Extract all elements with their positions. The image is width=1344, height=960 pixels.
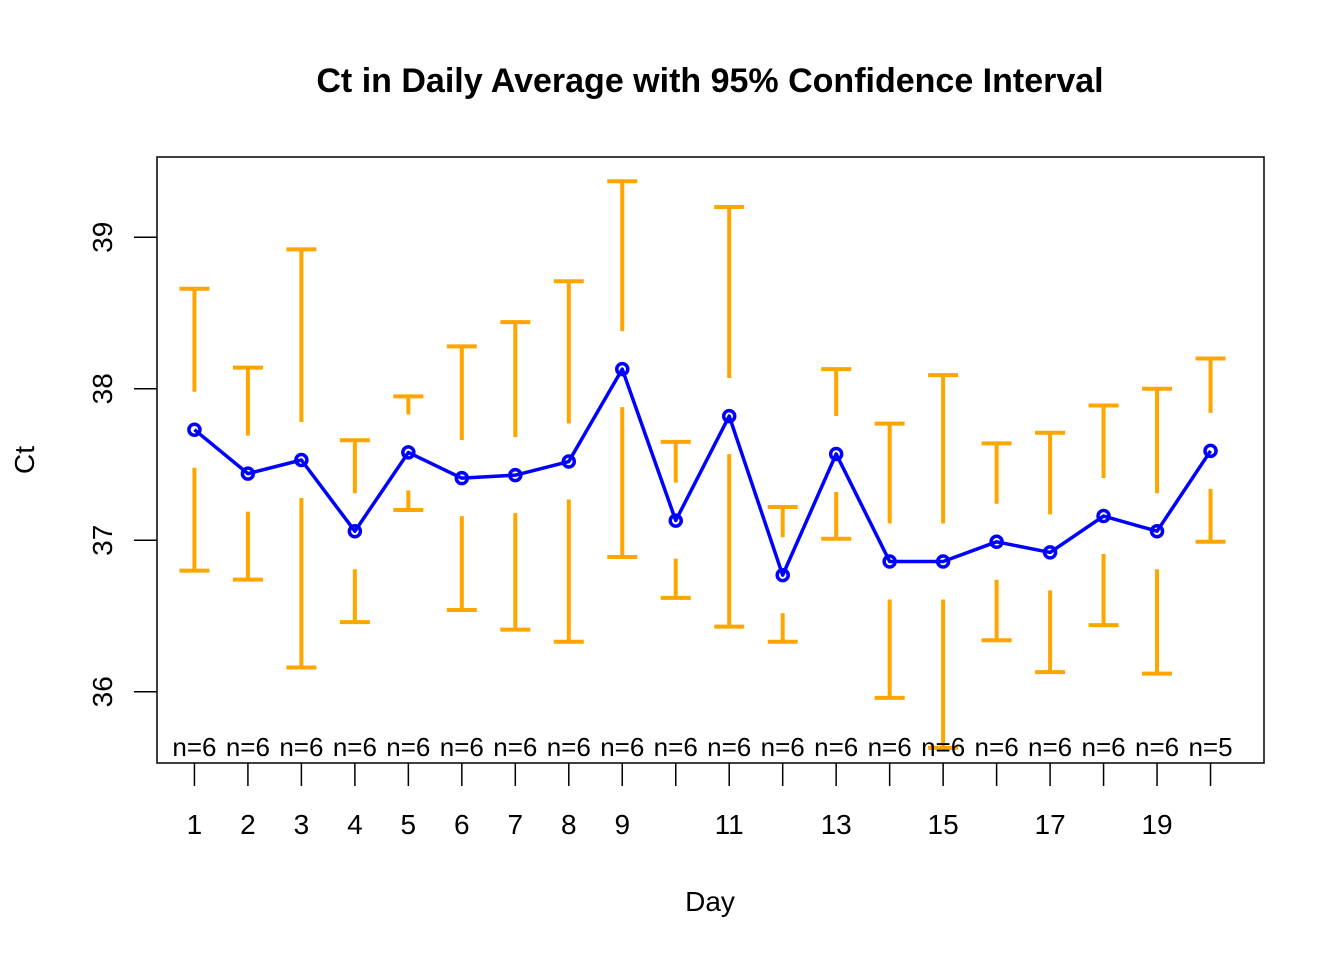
data-point bbox=[187, 422, 202, 437]
data-point bbox=[828, 446, 844, 462]
y-axis: 36 37 38 39 bbox=[87, 222, 157, 707]
data-point bbox=[347, 523, 363, 539]
n-label: n=6 bbox=[1028, 732, 1072, 762]
n-label: n=6 bbox=[1082, 732, 1126, 762]
data-point bbox=[935, 554, 951, 569]
x-tick-label: 17 bbox=[1035, 809, 1066, 840]
data-point bbox=[989, 534, 1004, 550]
data-point bbox=[294, 452, 309, 468]
plot-frame bbox=[156, 156, 1265, 764]
n-label: n=6 bbox=[1135, 732, 1179, 762]
n-label: n=6 bbox=[172, 732, 216, 762]
n-label: n=6 bbox=[868, 732, 912, 762]
n-label: n=6 bbox=[493, 732, 537, 762]
error-bar bbox=[286, 247, 317, 670]
error-bar bbox=[874, 421, 905, 700]
data-point bbox=[561, 454, 577, 469]
x-tick-label: 11 bbox=[715, 809, 744, 840]
data-point bbox=[508, 467, 523, 483]
x-tick-label: 6 bbox=[454, 809, 470, 840]
error-bar bbox=[232, 365, 263, 582]
n-label: n=6 bbox=[386, 732, 430, 762]
n-label: n=6 bbox=[707, 732, 751, 762]
series-line bbox=[187, 361, 1218, 583]
data-point bbox=[1149, 523, 1165, 539]
data-point bbox=[1203, 443, 1218, 459]
x-tick-label: 1 bbox=[187, 809, 203, 840]
n-labels: n=6 n=6 n=6 n=6 n=6 n=6 n=6 n=6 n=6 n=6 n=6 n=6 n=6 n… bbox=[172, 732, 1232, 762]
error-bar bbox=[500, 320, 531, 632]
x-axis-label: Day bbox=[685, 886, 735, 917]
x-tick-label: 4 bbox=[347, 809, 363, 840]
error-bar bbox=[446, 344, 477, 612]
error-bar bbox=[393, 394, 424, 512]
x-tick-label: 8 bbox=[561, 809, 577, 840]
y-tick-label: 37 bbox=[87, 525, 118, 556]
data-point bbox=[668, 513, 683, 528]
x-tick-label: 7 bbox=[508, 809, 524, 840]
y-tick-label: 38 bbox=[87, 373, 118, 404]
n-label: n=6 bbox=[600, 732, 644, 762]
x-tick-label: 3 bbox=[294, 809, 310, 840]
data-point bbox=[401, 445, 416, 460]
error-bar bbox=[1035, 430, 1066, 675]
chart-title: Ct in Daily Average with 95% Confidence … bbox=[316, 62, 1103, 100]
n-label: n=6 bbox=[226, 732, 270, 762]
error-bar bbox=[339, 438, 370, 625]
error-bar bbox=[553, 279, 584, 644]
x-tick-label: 9 bbox=[614, 809, 630, 840]
error-bar bbox=[660, 439, 691, 600]
error-bar bbox=[1088, 403, 1119, 628]
n-label: n=6 bbox=[333, 732, 377, 762]
error-bar bbox=[714, 204, 745, 629]
x-tick-label: 13 bbox=[821, 809, 852, 840]
error-bar bbox=[1195, 356, 1226, 544]
n-label: n=6 bbox=[814, 732, 858, 762]
n-label: n=6 bbox=[921, 732, 965, 762]
error-bar bbox=[928, 373, 959, 750]
x-axis: 1 2 3 4 5 6 7 8 9 11 13 15 17 19 bbox=[187, 763, 1212, 840]
error-bar bbox=[981, 441, 1012, 643]
n-label: n=6 bbox=[654, 732, 698, 762]
error-bar bbox=[179, 286, 210, 573]
data-point bbox=[454, 470, 470, 486]
series-polyline bbox=[193, 367, 1212, 577]
x-tick-label: 2 bbox=[240, 809, 256, 840]
n-label: n=6 bbox=[975, 732, 1019, 762]
data-point bbox=[1096, 508, 1111, 524]
error-bar bbox=[607, 179, 638, 559]
data-point bbox=[1042, 545, 1058, 560]
y-axis-label: Ct bbox=[9, 446, 40, 474]
y-tick-label: 39 bbox=[87, 222, 118, 253]
x-tick-label: 15 bbox=[928, 809, 959, 840]
error-bar bbox=[821, 367, 852, 541]
data-point bbox=[882, 554, 897, 569]
error-bars bbox=[179, 179, 1226, 750]
error-bar bbox=[1142, 386, 1173, 676]
x-tick-label: 19 bbox=[1141, 809, 1172, 840]
n-label: n=6 bbox=[761, 732, 805, 762]
data-point bbox=[775, 567, 790, 583]
error-bar bbox=[767, 504, 798, 644]
n-label: n=6 bbox=[279, 732, 323, 762]
n-label: n=5 bbox=[1188, 732, 1232, 762]
y-tick-label: 36 bbox=[87, 676, 118, 707]
data-point bbox=[721, 408, 737, 424]
data-point bbox=[240, 466, 256, 481]
data-point bbox=[615, 361, 630, 377]
n-label: n=6 bbox=[440, 732, 484, 762]
x-tick-label: 5 bbox=[401, 809, 417, 840]
n-label: n=6 bbox=[547, 732, 591, 762]
